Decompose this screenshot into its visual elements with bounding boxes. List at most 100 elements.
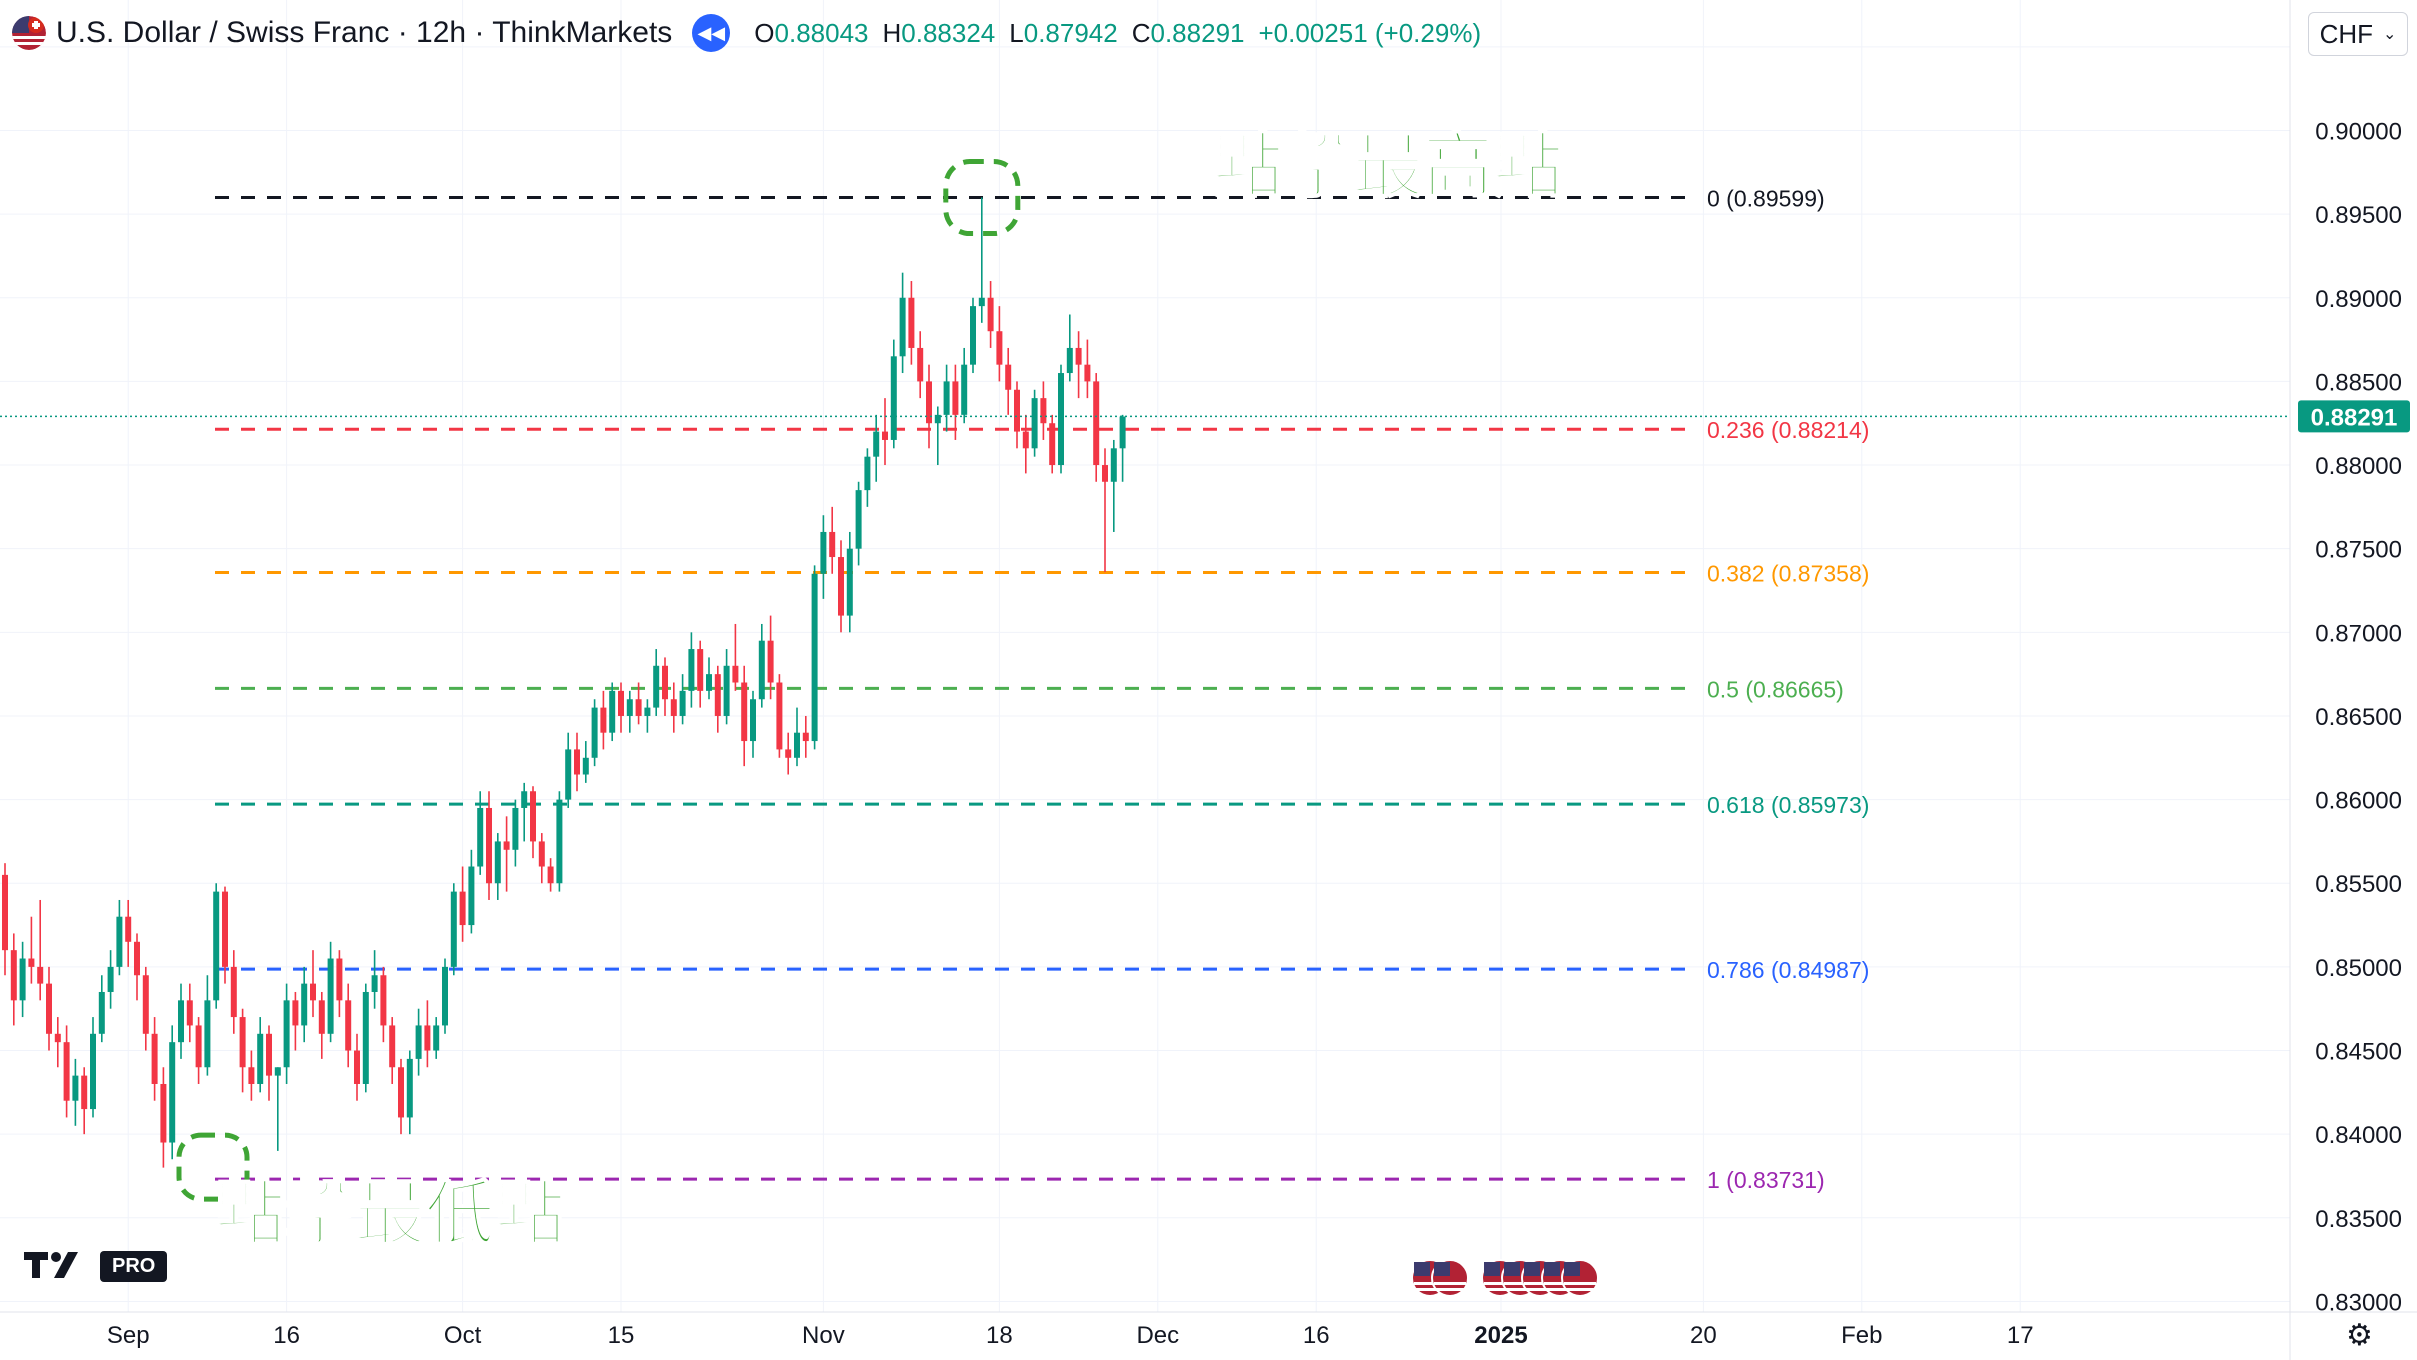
candle-body — [917, 347, 924, 382]
time-tick-label: 17 — [2007, 1322, 2034, 1349]
candle-body — [829, 531, 836, 558]
candle-body — [362, 991, 369, 1084]
price-tick-label: 0.86000 — [2315, 788, 2402, 815]
candle-body — [653, 665, 660, 708]
candle-body — [1093, 381, 1100, 466]
time-tick-label: Nov — [802, 1322, 845, 1349]
ohlc-change: +0.00251 (+0.29%) — [1258, 17, 1482, 48]
price-tick-label: 0.85500 — [2315, 871, 2402, 898]
candle-body — [63, 1042, 70, 1101]
candle-body — [54, 1033, 61, 1043]
candle-body — [1110, 448, 1117, 482]
time-tick-label: 20 — [1690, 1322, 1717, 1349]
candle-body — [802, 732, 809, 742]
time-tick-label: Feb — [1841, 1322, 1882, 1349]
economic-events[interactable] — [1411, 1259, 1599, 1297]
fib-level-label: 0.236 (0.88214) — [1707, 417, 1869, 443]
fib-level-label: 0.5 (0.86665) — [1707, 676, 1844, 702]
candle-body — [978, 297, 985, 307]
last-price-line: 0.88291 — [0, 400, 2410, 433]
tv-logo-icon — [24, 1242, 94, 1290]
candle-body — [151, 1033, 158, 1084]
symbol-title[interactable]: U.S. Dollar / Swiss Franc · 12h · ThinkM… — [56, 16, 673, 49]
us-ch-flag-icon — [12, 16, 46, 50]
candle-body — [28, 958, 35, 967]
candle-body — [714, 674, 721, 716]
price-tick-label: 0.83500 — [2315, 1206, 2402, 1233]
candle-body — [582, 757, 589, 775]
candle-body — [424, 1025, 431, 1051]
candle-body — [644, 707, 651, 716]
fib-level-label: 0 (0.89599) — [1707, 186, 1825, 212]
candle-body — [732, 665, 739, 683]
price-tick-label: 0.84000 — [2315, 1122, 2402, 1149]
time-axis[interactable]: Sep 16 Oct 15 Nov 18 Dec 16 2025 20 Feb 17 — [0, 1311, 2417, 1349]
candle-body — [547, 866, 554, 884]
candle-body — [723, 665, 730, 716]
candle-body — [1058, 373, 1064, 466]
candle-body — [750, 699, 756, 742]
candle-body — [618, 690, 624, 716]
candle-body — [19, 958, 26, 1001]
candle-body — [565, 749, 572, 800]
candle-body — [688, 649, 695, 691]
candle-body — [354, 1050, 360, 1084]
currency-selector[interactable]: CHF ⌄ — [2308, 12, 2408, 56]
candle-body — [371, 975, 378, 992]
grid-lines — [0, 0, 2290, 1312]
settings-gear-icon[interactable]: ⚙ — [2346, 1319, 2373, 1352]
candle-body — [380, 975, 387, 1026]
candle-body — [283, 1000, 290, 1068]
candle-body — [943, 381, 950, 415]
candle-body — [679, 690, 686, 716]
candle-body — [741, 682, 748, 742]
candle-body — [486, 807, 492, 884]
rewind-icon[interactable]: ◀◀ — [692, 14, 731, 52]
candle-body — [468, 866, 475, 926]
candle-body — [609, 690, 616, 733]
price-tick-label: 0.90000 — [2315, 118, 2402, 145]
fib-level-label: 1 (0.83731) — [1707, 1167, 1825, 1193]
price-tick-label: 0.89000 — [2315, 286, 2402, 313]
price-tick-label: 0.86500 — [2315, 704, 2402, 731]
candle-body — [846, 548, 853, 616]
candle-body — [556, 799, 563, 884]
currency-label: CHF — [2319, 18, 2374, 49]
candle-body — [574, 749, 580, 775]
price-tick-label: 0.88500 — [2315, 369, 2402, 396]
candle-body — [635, 699, 642, 716]
us-flag-icon[interactable] — [1431, 1259, 1469, 1297]
candle-body — [626, 699, 633, 716]
candle-body — [767, 640, 774, 683]
candle-body — [406, 1058, 413, 1118]
candle-body — [1102, 465, 1108, 482]
price-tick-label: 0.85000 — [2315, 955, 2402, 982]
low-point-marker — [176, 1132, 250, 1202]
candle-body — [442, 966, 448, 1026]
candle-body — [952, 381, 959, 415]
candle-body — [899, 297, 906, 357]
price-axis[interactable]: 0.905000.900000.895000.890000.885000.880… — [2289, 0, 2402, 1360]
tradingview-logo[interactable]: PRO — [24, 1242, 168, 1290]
candle-body — [873, 431, 880, 457]
low-annotation-text: 點擊最低點 — [215, 1173, 565, 1255]
us-flag-icon[interactable] — [1561, 1259, 1599, 1297]
time-tick-label: 18 — [986, 1322, 1013, 1349]
candle-body — [195, 1025, 202, 1068]
candle-body — [926, 381, 932, 424]
candlestick-series — [2, 197, 1126, 1168]
candle-body — [116, 916, 123, 967]
candle-body — [204, 1000, 211, 1068]
candle-body — [890, 356, 897, 440]
candle-body — [706, 674, 712, 691]
candle-body — [398, 1067, 404, 1118]
time-tick-label: 2025 — [1474, 1322, 1527, 1349]
candle-body — [239, 1017, 246, 1068]
candle-body — [1005, 364, 1012, 390]
fib-level-label: 0.382 (0.87358) — [1707, 560, 1869, 586]
candle-body — [301, 983, 308, 1026]
candle-body — [1040, 398, 1047, 424]
candle-body — [336, 958, 343, 1001]
fibonacci-retracement[interactable]: 0 (0.89599) 0.236 (0.88214) 0.382 (0.87358… — [215, 186, 1869, 1194]
